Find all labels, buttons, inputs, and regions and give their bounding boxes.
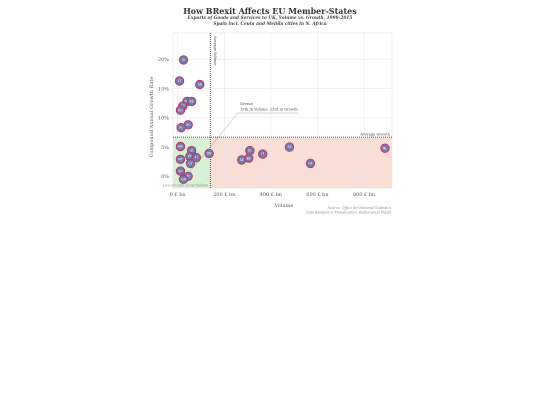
y-axis-label: Compound Annual Growth Rate xyxy=(149,77,155,158)
point-label: CZ xyxy=(181,104,186,108)
x-tick-label: 400 £ bn xyxy=(260,192,283,198)
point-label: PL xyxy=(179,126,183,130)
point-label: LV xyxy=(182,58,186,62)
x-tick-label: 200 £ bn xyxy=(213,192,236,198)
point-label: GR xyxy=(181,177,186,181)
point-marker xyxy=(284,142,295,152)
x-axis-ticks: 0 £ bn 200 £ bn 400 £ bn 600 £ bn 800 £ bn xyxy=(170,192,376,198)
data-point: HU xyxy=(183,120,193,130)
point-label: HU xyxy=(186,123,191,127)
point-marker xyxy=(178,174,189,184)
credit-caption: Data Analysis & Visualization: Buttonwoo… xyxy=(305,211,392,215)
point-label: AT xyxy=(186,174,190,178)
annotation-line-1: Greece xyxy=(240,102,253,106)
point-label: NL xyxy=(383,146,387,150)
x-axis-label: Volume xyxy=(274,203,294,209)
point-marker xyxy=(186,96,197,107)
y-axis-ticks: 0% 5% 10% 15% 20% xyxy=(158,57,169,180)
data-point: HR xyxy=(175,141,186,152)
point-label: PT xyxy=(188,155,192,159)
chart-subtitle-1: Exports of Goods and Services to UK, Vol… xyxy=(187,16,353,21)
data-point: ES xyxy=(284,142,295,152)
point-label: FR xyxy=(308,162,313,166)
point-label: FI xyxy=(195,156,198,160)
point-label: SE xyxy=(240,158,244,162)
point-marker xyxy=(204,148,214,159)
data-point: LV xyxy=(178,55,189,65)
point-label: HR xyxy=(178,145,183,149)
annotation-line-2: 15th in Volume, 23rd in Growth xyxy=(240,108,298,112)
data-point: RO xyxy=(175,105,186,115)
point-marker xyxy=(174,76,185,86)
data-point: IE xyxy=(245,145,255,156)
data-point: BE xyxy=(244,153,254,163)
data-point: NL xyxy=(380,143,390,153)
x-tick-label: 800 £ bn xyxy=(353,192,376,198)
y-tick-label: 0% xyxy=(161,174,169,180)
y-tick-label: 10% xyxy=(158,116,169,122)
point-marker xyxy=(175,166,186,176)
data-point: GR xyxy=(178,174,189,184)
data-point: LT xyxy=(174,76,185,86)
point-marker xyxy=(195,79,205,90)
y-tick-label: 20% xyxy=(158,57,169,63)
chart-title-block: How BRexit Affects EU Member-States Expo… xyxy=(0,6,540,28)
data-point: FI xyxy=(191,152,201,163)
quadrant-zones: Low Growth / Low Volume xyxy=(162,32,393,189)
point-marker xyxy=(185,158,196,169)
point-label: LU xyxy=(178,169,183,173)
zone-caption: Low Growth / Low Volume xyxy=(162,184,208,188)
point-marker xyxy=(257,149,268,159)
point-marker xyxy=(178,55,189,65)
x-tick-label: 600 £ bn xyxy=(306,192,329,198)
point-marker xyxy=(245,145,255,156)
point-label: CY xyxy=(188,162,192,166)
point-marker xyxy=(305,158,316,169)
data-point: MT xyxy=(175,154,186,165)
annotation-leader xyxy=(185,112,239,178)
data-point: CY xyxy=(185,158,196,169)
point-label: SK xyxy=(198,83,203,87)
point-marker xyxy=(175,105,186,115)
chart-title: How BRexit Affects EU Member-States xyxy=(183,6,357,16)
point-marker xyxy=(175,141,186,152)
data-point: IT xyxy=(257,149,268,159)
point-label: IT xyxy=(261,152,264,156)
x-tick-label: 0 £ bn xyxy=(170,192,187,198)
average-volume-label: Average Volume xyxy=(213,35,217,65)
reference-lines: Average Volume Average Growth xyxy=(173,33,392,188)
point-marker xyxy=(191,152,201,163)
point-label: MT xyxy=(178,157,183,161)
data-point: SK xyxy=(195,79,205,90)
data-point: LU xyxy=(175,166,186,176)
point-label: LT xyxy=(178,79,181,83)
point-label: SI xyxy=(190,149,193,153)
point-label: BE xyxy=(247,156,251,160)
point-label: ES xyxy=(287,145,291,149)
data-point: DK xyxy=(204,148,214,159)
average-growth-label: Average Growth xyxy=(359,133,390,137)
point-label: EE xyxy=(190,100,194,104)
annotation: Greece 15th in Volume, 23rd in Growth xyxy=(185,102,298,178)
data-point: EE xyxy=(186,96,197,107)
y-tick-label: 5% xyxy=(161,145,169,151)
y-tick-label: 15% xyxy=(158,86,169,92)
data-point: PL xyxy=(176,123,186,133)
high-volume-low-growth-zone xyxy=(210,137,392,188)
point-label: RO xyxy=(178,108,183,112)
source-caption: Source: Office for National Statistics xyxy=(328,206,392,210)
data-points: LVLTSKBGEECZROHUPLHRSIPTFIMTCYLUATGRDKSE… xyxy=(174,55,390,184)
point-marker xyxy=(380,143,390,153)
point-marker xyxy=(176,123,186,133)
point-label: IE xyxy=(248,149,251,153)
point-label: DK xyxy=(207,152,212,156)
chart-subtitle-2: Spain incl. Ceuta and Melilla cities in … xyxy=(213,22,327,27)
data-point: FR xyxy=(305,158,316,169)
point-marker xyxy=(175,154,186,165)
